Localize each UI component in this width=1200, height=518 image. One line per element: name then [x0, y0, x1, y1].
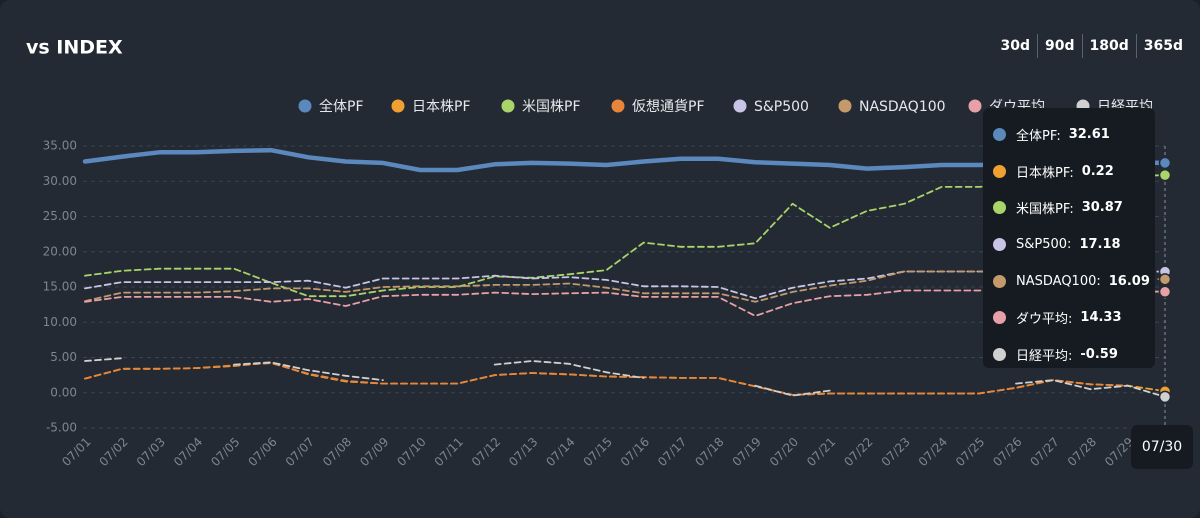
- tooltip-swatch: [993, 311, 1006, 325]
- y-tick-label: 5.00: [50, 350, 77, 364]
- legend-swatch: [298, 99, 312, 113]
- tooltip: 全体PF 32.61 日本株PF 0.22 米国株PF 30.87 S&P500 17.18 N…: [983, 108, 1155, 368]
- legend-label: 仮想通貨PF: [632, 98, 705, 115]
- x-tick-label: 07/14: [543, 435, 577, 469]
- tooltip-row: 米国株PF 30.87: [983, 189, 1155, 226]
- x-tick-label: 07/23: [879, 435, 913, 469]
- tooltip-value: 0.22: [1081, 163, 1114, 179]
- tooltip-name: S&P500: [1016, 237, 1071, 252]
- y-tick-label: 25.00: [43, 209, 77, 223]
- x-tick-label: 07/06: [245, 435, 279, 469]
- range-button[interactable]: 90d: [1036, 34, 1082, 58]
- tooltip-name: 全体PF: [1016, 125, 1061, 144]
- tooltip-row: S&P500 17.18: [983, 226, 1155, 263]
- x-tick-label: 07/03: [134, 435, 168, 469]
- y-tick-label: 0.00: [50, 385, 77, 399]
- end-point: [1158, 156, 1172, 170]
- range-button[interactable]: 180d: [1081, 34, 1136, 58]
- x-tick-label: 07/12: [469, 435, 503, 469]
- series-line: [84, 357, 1166, 398]
- x-tick-label: 07/11: [432, 435, 466, 469]
- x-tick-label: 07/26: [990, 435, 1024, 469]
- x-tick-label: 07/09: [357, 435, 391, 469]
- x-tick-label: 07/20: [767, 435, 801, 469]
- x-tick-label: 07/02: [96, 435, 130, 469]
- x-tick-label: 07/15: [581, 435, 615, 469]
- chart-title: vs INDEX: [26, 37, 123, 59]
- y-tick-label: 20.00: [43, 244, 77, 258]
- tooltip-name: 日経平均: [1016, 345, 1072, 364]
- range-button[interactable]: 30d: [1000, 38, 1030, 54]
- series-line: [84, 362, 1129, 396]
- legend-label: 日本株PF: [412, 99, 471, 115]
- tooltip-swatch: [993, 347, 1006, 361]
- tooltip-swatch: [993, 201, 1006, 215]
- y-tick-label: 10.00: [43, 315, 77, 329]
- legend-label: 全体PF: [319, 98, 364, 115]
- x-tick-label: 07/08: [320, 435, 354, 469]
- tooltip-swatch: [993, 237, 1006, 251]
- x-tick-label: 07/21: [804, 435, 838, 469]
- tooltip-row: NASDAQ100 16.09: [983, 263, 1155, 300]
- tooltip-swatch: [993, 127, 1006, 141]
- tooltip-value: 17.18: [1079, 236, 1121, 252]
- x-tick-label: 07/13: [506, 435, 540, 469]
- legend-swatch: [968, 99, 982, 113]
- x-tick-label: 07/28: [1065, 435, 1099, 469]
- x-tick-label: 07/19: [730, 435, 764, 469]
- tooltip-row: 日経平均 -0.59: [983, 336, 1155, 373]
- range-button[interactable]: 365d: [1135, 34, 1190, 58]
- legend-swatch: [391, 99, 405, 113]
- tooltip-name: 日本株PF: [1016, 162, 1074, 181]
- y-tick-label: 15.00: [43, 280, 77, 294]
- x-tick-label: 07/04: [171, 435, 205, 469]
- x-tick-label: 07/18: [692, 435, 726, 469]
- range-buttons: 30d 90d 180d 365d: [993, 34, 1190, 58]
- end-point: [1158, 273, 1172, 286]
- legend-swatch: [838, 99, 852, 113]
- x-tick-label: 07/10: [394, 435, 428, 469]
- y-tick-label: 30.00: [43, 174, 77, 188]
- tooltip-value: 32.61: [1068, 126, 1110, 142]
- x-tick-label: 07/17: [655, 435, 689, 469]
- tooltip-value: 14.33: [1080, 310, 1122, 326]
- end-point: [1158, 285, 1172, 298]
- x-tick-label: 07/16: [618, 435, 652, 469]
- x-tick-label: 07/22: [841, 435, 875, 469]
- tooltip-name: ダウ平均: [1016, 308, 1072, 327]
- tooltip-row: ダウ平均 14.33: [983, 299, 1155, 336]
- tooltip-value: 16.09: [1108, 273, 1150, 289]
- x-tick-label: 07/07: [283, 435, 317, 469]
- tooltip-value: 30.87: [1081, 200, 1123, 216]
- legend-label: 米国株PF: [522, 99, 581, 115]
- tooltip-name: NASDAQ100: [1016, 274, 1101, 289]
- y-tick-label: 35.00: [43, 139, 77, 153]
- x-tick-label: 07/01: [59, 435, 93, 469]
- legend-swatch: [611, 99, 625, 113]
- tooltip-row: 全体PF 32.61: [983, 116, 1155, 153]
- legend-swatch: [733, 99, 747, 113]
- series-line: [84, 270, 1166, 300]
- tooltip-value: -0.59: [1080, 346, 1118, 362]
- end-point: [1158, 390, 1172, 404]
- legend-label: S&P500: [754, 99, 809, 115]
- x-crosshair-label: 07/30: [1131, 425, 1193, 469]
- tooltip-name: 米国株PF: [1016, 198, 1074, 217]
- y-tick-label: -5.00: [46, 421, 77, 435]
- tooltip-swatch: [993, 274, 1006, 288]
- x-tick-label: 07/25: [953, 435, 987, 469]
- x-tick-label: 07/05: [208, 435, 242, 469]
- tooltip-row: 日本株PF 0.22: [983, 153, 1155, 190]
- legend-swatch: [501, 99, 515, 113]
- x-tick-label: 07/24: [916, 435, 950, 469]
- end-point: [1158, 168, 1172, 182]
- x-tick-label: 07/27: [1028, 435, 1062, 469]
- legend-label: NASDAQ100: [859, 99, 946, 115]
- tooltip-swatch: [993, 164, 1006, 178]
